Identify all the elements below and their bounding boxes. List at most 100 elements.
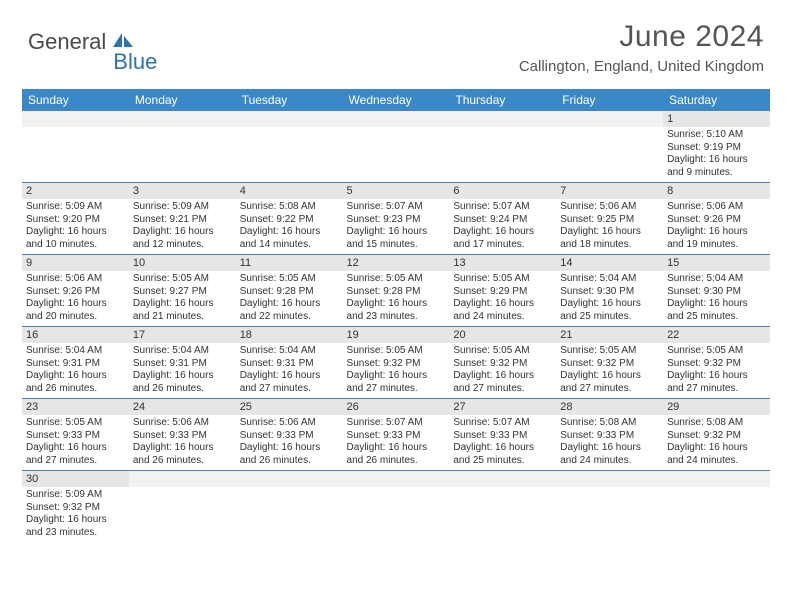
day-line: Daylight: 16 hours: [240, 442, 339, 455]
calendar-cell: 2Sunrise: 5:09 AMSunset: 9:20 PMDaylight…: [22, 183, 129, 255]
day-details: Sunrise: 5:04 AMSunset: 9:30 PMDaylight:…: [556, 271, 663, 326]
day-line: Sunrise: 5:09 AM: [133, 201, 232, 214]
day-number: 13: [449, 255, 556, 271]
daynum-bar-empty: [449, 111, 556, 127]
day-line: Daylight: 16 hours: [667, 442, 766, 455]
logo-text-general: General: [28, 29, 106, 55]
day-number: 26: [343, 399, 450, 415]
day-line: Sunset: 9:33 PM: [26, 430, 125, 443]
calendar-cell: 1Sunrise: 5:10 AMSunset: 9:19 PMDaylight…: [663, 111, 770, 183]
day-line: Sunset: 9:20 PM: [26, 214, 125, 227]
day-details: Sunrise: 5:05 AMSunset: 9:32 PMDaylight:…: [663, 343, 770, 398]
day-details: Sunrise: 5:06 AMSunset: 9:26 PMDaylight:…: [22, 271, 129, 326]
day-line: Daylight: 16 hours: [560, 226, 659, 239]
day-line: and 12 minutes.: [133, 239, 232, 252]
day-line: and 25 minutes.: [453, 455, 552, 468]
day-line: and 19 minutes.: [667, 239, 766, 252]
day-line: Daylight: 16 hours: [347, 298, 446, 311]
calendar-cell: 26Sunrise: 5:07 AMSunset: 9:33 PMDayligh…: [343, 399, 450, 471]
logo: General Blue: [28, 20, 157, 64]
calendar-cell: 30Sunrise: 5:09 AMSunset: 9:32 PMDayligh…: [22, 471, 129, 543]
day-line: Daylight: 16 hours: [453, 370, 552, 383]
day-details: Sunrise: 5:06 AMSunset: 9:25 PMDaylight:…: [556, 199, 663, 254]
daynum-bar-empty: [449, 471, 556, 487]
day-details: Sunrise: 5:05 AMSunset: 9:29 PMDaylight:…: [449, 271, 556, 326]
daynum-bar-empty: [343, 111, 450, 127]
daynum-bar-empty: [236, 471, 343, 487]
day-details: Sunrise: 5:05 AMSunset: 9:32 PMDaylight:…: [556, 343, 663, 398]
day-number: 14: [556, 255, 663, 271]
calendar-cell: 10Sunrise: 5:05 AMSunset: 9:27 PMDayligh…: [129, 255, 236, 327]
day-line: and 27 minutes.: [560, 383, 659, 396]
calendar-row: 30Sunrise: 5:09 AMSunset: 9:32 PMDayligh…: [22, 471, 770, 543]
day-number: 1: [663, 111, 770, 127]
calendar-cell: [556, 111, 663, 183]
day-line: Sunset: 9:26 PM: [667, 214, 766, 227]
day-line: Daylight: 16 hours: [347, 370, 446, 383]
day-details: Sunrise: 5:04 AMSunset: 9:30 PMDaylight:…: [663, 271, 770, 326]
calendar-cell: [556, 471, 663, 543]
day-details: Sunrise: 5:05 AMSunset: 9:28 PMDaylight:…: [236, 271, 343, 326]
day-line: and 26 minutes.: [347, 455, 446, 468]
day-line: Sunrise: 5:05 AM: [347, 345, 446, 358]
day-line: Sunset: 9:19 PM: [667, 142, 766, 155]
daynum-bar-empty: [129, 111, 236, 127]
day-line: Daylight: 16 hours: [667, 226, 766, 239]
day-number: 24: [129, 399, 236, 415]
calendar-cell: [22, 111, 129, 183]
day-line: Daylight: 16 hours: [453, 226, 552, 239]
day-line: Daylight: 16 hours: [560, 298, 659, 311]
day-line: and 9 minutes.: [667, 167, 766, 180]
calendar-cell: 9Sunrise: 5:06 AMSunset: 9:26 PMDaylight…: [22, 255, 129, 327]
calendar-cell: [236, 471, 343, 543]
day-line: Daylight: 16 hours: [26, 442, 125, 455]
day-details: Sunrise: 5:08 AMSunset: 9:22 PMDaylight:…: [236, 199, 343, 254]
day-details: Sunrise: 5:05 AMSunset: 9:28 PMDaylight:…: [343, 271, 450, 326]
day-number: 5: [343, 183, 450, 199]
day-line: Daylight: 16 hours: [667, 370, 766, 383]
day-line: Sunrise: 5:05 AM: [453, 273, 552, 286]
day-line: Sunrise: 5:08 AM: [240, 201, 339, 214]
day-line: Sunset: 9:32 PM: [26, 502, 125, 515]
day-line: Sunset: 9:32 PM: [560, 358, 659, 371]
daynum-bar-empty: [556, 471, 663, 487]
calendar-cell: 27Sunrise: 5:07 AMSunset: 9:33 PMDayligh…: [449, 399, 556, 471]
day-line: Daylight: 16 hours: [133, 298, 232, 311]
day-line: Sunset: 9:32 PM: [347, 358, 446, 371]
day-line: Sunrise: 5:07 AM: [453, 417, 552, 430]
day-line: Daylight: 16 hours: [347, 226, 446, 239]
day-line: Sunset: 9:30 PM: [560, 286, 659, 299]
calendar-cell: 25Sunrise: 5:06 AMSunset: 9:33 PMDayligh…: [236, 399, 343, 471]
day-line: and 22 minutes.: [240, 311, 339, 324]
day-line: and 20 minutes.: [26, 311, 125, 324]
day-number: 16: [22, 327, 129, 343]
day-line: Sunrise: 5:06 AM: [240, 417, 339, 430]
day-number: 29: [663, 399, 770, 415]
day-line: Daylight: 16 hours: [453, 442, 552, 455]
weekday-header: Tuesday: [236, 89, 343, 111]
calendar-cell: 24Sunrise: 5:06 AMSunset: 9:33 PMDayligh…: [129, 399, 236, 471]
calendar-cell: 20Sunrise: 5:05 AMSunset: 9:32 PMDayligh…: [449, 327, 556, 399]
calendar-cell: 15Sunrise: 5:04 AMSunset: 9:30 PMDayligh…: [663, 255, 770, 327]
day-details: Sunrise: 5:07 AMSunset: 9:33 PMDaylight:…: [449, 415, 556, 470]
day-line: Sunrise: 5:06 AM: [133, 417, 232, 430]
day-line: Sunset: 9:31 PM: [26, 358, 125, 371]
calendar-cell: 29Sunrise: 5:08 AMSunset: 9:32 PMDayligh…: [663, 399, 770, 471]
day-line: Daylight: 16 hours: [347, 442, 446, 455]
calendar-cell: [236, 111, 343, 183]
day-line: and 26 minutes.: [133, 455, 232, 468]
day-line: Sunset: 9:25 PM: [560, 214, 659, 227]
day-line: Sunset: 9:31 PM: [240, 358, 339, 371]
day-line: Daylight: 16 hours: [133, 370, 232, 383]
month-title: June 2024: [519, 20, 764, 54]
day-line: Sunset: 9:33 PM: [453, 430, 552, 443]
day-line: Daylight: 16 hours: [26, 370, 125, 383]
day-line: Sunset: 9:32 PM: [453, 358, 552, 371]
day-line: Sunrise: 5:05 AM: [560, 345, 659, 358]
day-line: Sunrise: 5:04 AM: [240, 345, 339, 358]
day-line: Sunset: 9:31 PM: [133, 358, 232, 371]
calendar-cell: [343, 111, 450, 183]
calendar-cell: 22Sunrise: 5:05 AMSunset: 9:32 PMDayligh…: [663, 327, 770, 399]
calendar-row: 16Sunrise: 5:04 AMSunset: 9:31 PMDayligh…: [22, 327, 770, 399]
calendar-cell: 12Sunrise: 5:05 AMSunset: 9:28 PMDayligh…: [343, 255, 450, 327]
